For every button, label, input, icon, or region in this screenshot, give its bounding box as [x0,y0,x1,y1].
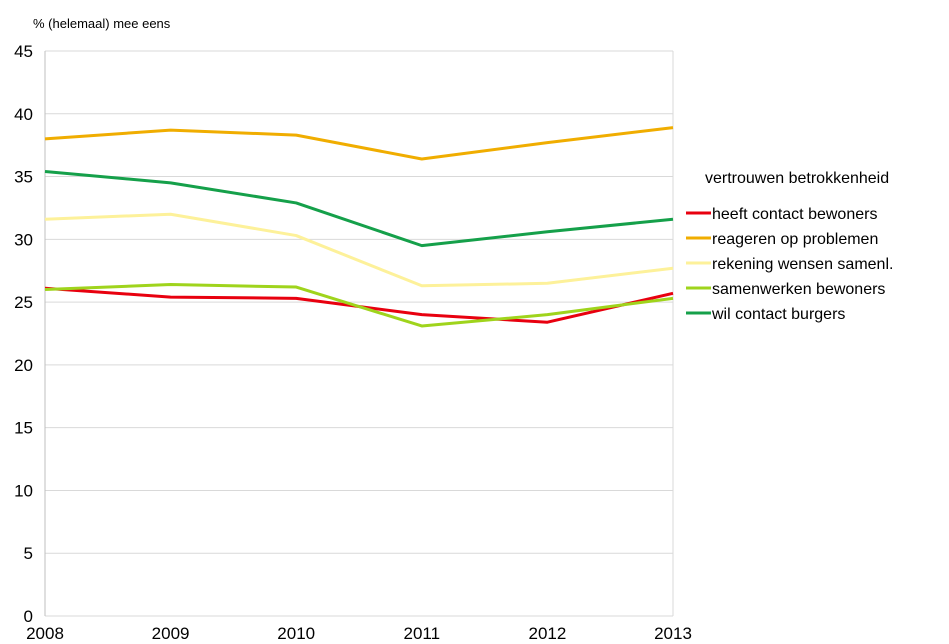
x-tick-label: 2012 [528,624,566,643]
x-tick-label: 2008 [26,624,64,643]
y-tick-label: 20 [14,356,33,375]
x-tick-label: 2010 [277,624,315,643]
x-tick-label: 2011 [404,624,441,643]
series-line [44,212,674,288]
legend-label: heeft contact bewoners [712,206,877,223]
legend-label: wil contact burgers [711,306,845,323]
y-tick-label: 45 [14,42,33,61]
series-line [44,170,674,248]
y-tick-labels: 0 5 10 15 20 25 30 35 40 45 [14,42,33,626]
legend: vertrouwen betrokkenheid heeft contact b… [686,170,893,323]
y-axis-label: % (helemaal) mee eens [33,16,171,31]
y-tick-label: 35 [14,168,33,187]
y-tick-label: 40 [14,105,33,124]
x-tick-label: 2013 [654,624,692,643]
y-tick-label: 15 [14,419,33,438]
y-tick-label: 25 [14,293,33,312]
series-line [44,126,674,161]
y-tick-label: 30 [14,230,33,249]
series-line [44,283,674,328]
legend-label: rekening wensen samenl. [712,256,893,273]
legend-label: reageren op problemen [712,231,878,248]
y-tick-label: 5 [24,544,33,563]
x-tick-label: 2009 [152,624,190,643]
gridlines [44,50,674,617]
y-tick-label: 0 [24,607,33,626]
legend-label: samenwerken bewoners [712,281,885,298]
y-tick-label: 10 [14,481,33,500]
legend-title: vertrouwen betrokkenheid [705,170,889,187]
series-lines [44,126,674,328]
x-tick-labels: 2008 2009 2010 2011 2012 2013 [26,624,692,643]
